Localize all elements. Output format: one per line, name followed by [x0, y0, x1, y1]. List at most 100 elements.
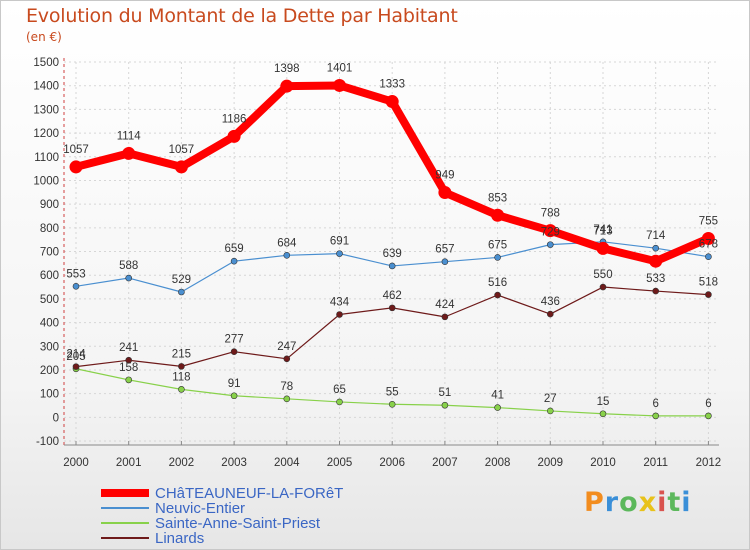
logo-letter: x	[638, 487, 658, 518]
data-label-1: 684	[277, 237, 297, 249]
series-point-2	[652, 412, 660, 420]
x-tick-label: 2002	[169, 457, 195, 469]
series-point-3	[388, 304, 396, 312]
series-point-3	[283, 355, 291, 363]
series-point-1	[125, 274, 132, 282]
data-label-1: 675	[488, 239, 507, 251]
series-point-3	[125, 356, 132, 364]
data-label-1: 714	[646, 230, 666, 242]
x-tick-label: 2003	[221, 457, 247, 469]
series-lines	[69, 78, 715, 420]
series-point-3	[441, 313, 449, 321]
data-label-1: 678	[699, 239, 718, 251]
y-tick-label: 100	[40, 389, 59, 401]
data-label-2: 55	[386, 386, 399, 398]
data-label-3: 214	[66, 349, 86, 361]
logo-letter: o	[619, 487, 639, 518]
y-tick-label: 1500	[33, 57, 59, 69]
data-label-1: 729	[541, 227, 560, 239]
data-label-2: 118	[172, 371, 190, 383]
x-tick-label: 2012	[696, 457, 722, 469]
series-point-2	[283, 395, 291, 403]
series-point-3	[336, 311, 343, 318]
x-tick-label: 2007	[432, 457, 458, 469]
legend-label-series-3: Linards	[155, 529, 205, 547]
series-point-0	[69, 160, 83, 174]
y-tick-label: 200	[40, 365, 59, 377]
logo-letter: i	[657, 487, 668, 518]
data-label-1: 691	[330, 236, 349, 248]
y-tick-label: -100	[36, 436, 59, 448]
y-tick-label: 900	[40, 199, 59, 211]
data-label-0: 1186	[222, 113, 247, 125]
axes: -100 0 100 200 300 400 500 600 700 800 900 1000 1100…	[33, 57, 721, 469]
x-tick-label: 2000	[63, 457, 89, 469]
data-label-3: 516	[488, 277, 507, 289]
y-tick-label: 400	[40, 318, 59, 330]
data-label-2: 6	[705, 398, 711, 410]
series-point-3	[178, 363, 185, 370]
series-point-2	[599, 410, 607, 418]
logo-letter: t	[667, 487, 682, 518]
legend-swatch-series-0	[101, 489, 149, 497]
data-label-3: 550	[593, 269, 612, 281]
data-label-1: 741	[593, 224, 612, 236]
data-label-3: 434	[330, 297, 350, 309]
data-label-3: 436	[541, 296, 560, 308]
data-label-1: 639	[383, 248, 402, 260]
series-point-0	[227, 129, 241, 143]
series-point-0	[333, 78, 346, 92]
data-label-2: 65	[333, 384, 346, 396]
data-label-3: 247	[277, 341, 296, 353]
x-tick-label: 2001	[116, 457, 142, 469]
data-label-0: 853	[488, 192, 507, 204]
legend-item-series-1: Neuvic-Entier	[101, 500, 245, 517]
y-tick-label: 300	[40, 341, 59, 353]
series-point-0	[701, 231, 715, 245]
series-point-1	[388, 262, 396, 270]
y-tick-label: 1000	[33, 175, 59, 187]
data-label-1: 588	[119, 260, 138, 272]
series-point-3	[72, 363, 80, 370]
data-label-2: 41	[491, 390, 504, 402]
data-label-2: 91	[228, 378, 241, 390]
series-point-1	[441, 258, 449, 265]
series-point-1	[230, 257, 238, 265]
data-label-1: 657	[435, 244, 454, 256]
data-label-0: 1057	[63, 144, 89, 156]
data-label-2: 205	[66, 351, 85, 363]
series-point-1	[494, 254, 501, 261]
data-label-0: 1057	[169, 144, 195, 156]
series-point-0	[649, 254, 663, 268]
series-point-2	[705, 412, 712, 420]
series-point-1	[652, 244, 660, 252]
y-tick-label: 1200	[33, 128, 59, 140]
data-label-3: 241	[119, 342, 138, 354]
series-point-0	[122, 146, 136, 160]
series-point-2	[336, 398, 343, 406]
series-point-3	[599, 283, 607, 291]
y-tick-label: 1100	[34, 152, 59, 164]
x-tick-label: 2006	[379, 457, 405, 469]
series-point-1	[178, 288, 185, 296]
data-label-2: 27	[544, 393, 557, 405]
legend-swatch-series-3	[101, 537, 149, 539]
legend-item-series-0: CHâTEAUNEUF-LA-FORêT	[101, 485, 343, 502]
series-point-0	[438, 186, 452, 200]
series-point-0	[280, 79, 294, 93]
x-tick-label: 2005	[327, 457, 353, 469]
data-label-2: 15	[597, 396, 610, 408]
x-tick-label: 2004	[274, 457, 300, 469]
series-point-3	[546, 310, 554, 318]
data-label-3: 518	[699, 277, 718, 289]
legend-label-series-2: Sainte-Anne-Saint-Priest	[155, 514, 321, 532]
legend-item-series-2: Sainte-Anne-Saint-Priest	[101, 514, 321, 532]
x-tick-label: 2008	[485, 457, 511, 469]
x-tick-label: 2011	[643, 457, 668, 469]
data-label-0: 1401	[327, 62, 353, 74]
series-point-0	[543, 224, 557, 238]
series-point-3	[652, 287, 660, 295]
legend-swatch-series-2	[101, 522, 149, 524]
